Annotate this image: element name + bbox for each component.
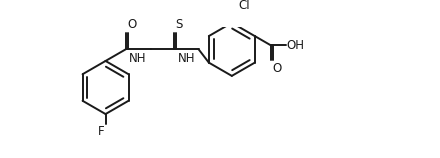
Text: OH: OH xyxy=(286,39,304,52)
Text: NH: NH xyxy=(177,52,195,65)
Text: O: O xyxy=(127,18,136,31)
Text: S: S xyxy=(176,18,183,31)
Text: NH: NH xyxy=(129,52,147,65)
Text: F: F xyxy=(98,125,105,138)
Text: Cl: Cl xyxy=(238,0,250,12)
Text: O: O xyxy=(272,62,282,75)
